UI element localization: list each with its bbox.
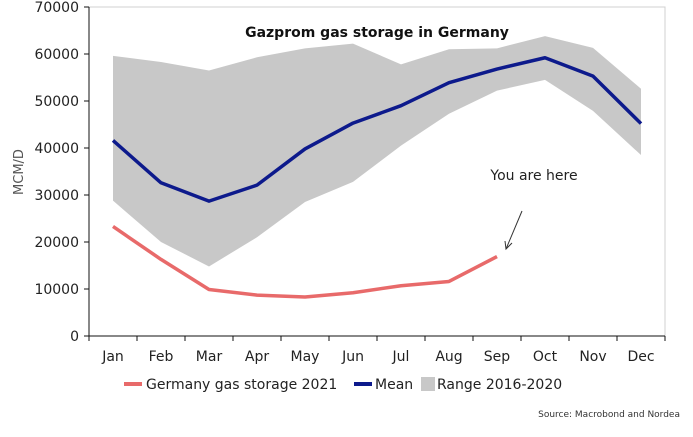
y-tick-label-40000: 40000 — [34, 141, 79, 157]
x-tick-label-dec: Dec — [627, 349, 654, 365]
x-tick-label-sep: Sep — [484, 349, 511, 365]
x-tick-label-nov: Nov — [579, 349, 606, 365]
x-tick-label-feb: Feb — [149, 349, 174, 365]
series-line-2021 — [112, 225, 498, 299]
y-tick-label-50000: 50000 — [34, 94, 79, 110]
range-band-area — [113, 36, 641, 267]
legend-label-mean: Mean — [375, 377, 413, 393]
y-tick-label-30000: 30000 — [34, 188, 79, 204]
axes-layer — [84, 6, 666, 341]
y-tick-label-10000: 10000 — [34, 282, 79, 298]
chart-title: Gazprom gas storage in Germany — [245, 25, 509, 41]
x-tick-label-apr: Apr — [245, 349, 269, 365]
y-tick-label-0: 0 — [70, 329, 79, 345]
series-layer — [111, 56, 643, 299]
y-tick-label-70000: 70000 — [34, 0, 79, 16]
annotation-arrowhead — [504, 240, 513, 251]
y-axis-label: MCM/D — [12, 149, 27, 195]
legend-swatch-range — [421, 377, 435, 391]
annotation-text: You are here — [489, 168, 577, 184]
legend-label-range: Range 2016-2020 — [437, 377, 562, 393]
y-tick-label-60000: 60000 — [34, 47, 79, 63]
range-band-layer — [113, 36, 641, 267]
x-tick-label-jan: Jan — [101, 349, 124, 365]
x-tick-label-mar: Mar — [196, 349, 223, 365]
x-tick-label-oct: Oct — [533, 349, 558, 365]
series-line-mean — [111, 56, 643, 203]
legend: Germany gas storage 2021 Mean Range 2016… — [124, 377, 562, 393]
annotation: You are here — [489, 168, 578, 251]
x-tick-label-jul: Jul — [392, 349, 410, 365]
y-tick-label-20000: 20000 — [34, 235, 79, 251]
legend-label-2021: Germany gas storage 2021 — [146, 377, 337, 393]
annotation-arrow — [505, 210, 523, 250]
x-tick-label-aug: Aug — [435, 349, 462, 365]
source-note: Source: Macrobond and Nordea — [538, 410, 680, 420]
x-tick-label-may: May — [291, 349, 320, 365]
x-tick-label-jun: Jun — [341, 349, 364, 365]
label-layer: 0 10000 20000 30000 40000 50000 60000 70000 Jan F… — [34, 0, 654, 365]
